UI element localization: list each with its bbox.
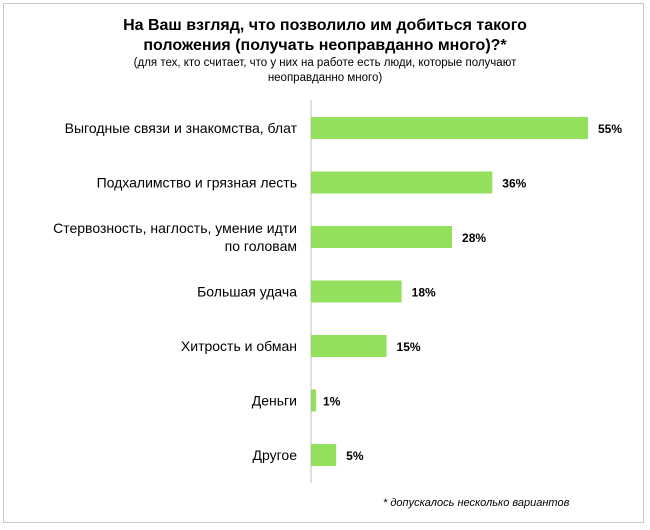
category-label: Большая удача	[197, 284, 297, 300]
category-label: Выгодные связи и знакомства, блат	[65, 120, 298, 136]
bar	[311, 335, 387, 357]
bar	[311, 389, 317, 412]
bar	[311, 117, 588, 139]
bar	[311, 444, 337, 466]
category-label: Подхалимство и грязная лесть	[97, 175, 297, 191]
category-label: Другое	[253, 447, 298, 463]
data-label: 5%	[346, 449, 364, 463]
data-label: 1%	[323, 395, 341, 409]
data-label: 55%	[598, 122, 622, 136]
category-label: по головам	[225, 238, 297, 254]
chart-frame	[3, 3, 644, 523]
data-label: 18%	[412, 286, 436, 300]
bar	[311, 226, 453, 248]
data-label: 36%	[502, 177, 526, 191]
data-label: 28%	[462, 231, 486, 245]
category-label: Деньги	[252, 393, 297, 409]
category-label: Хитрость и обман	[181, 338, 297, 354]
data-label: 15%	[397, 340, 421, 354]
footnote: * допускалось несколько вариантов	[383, 497, 570, 509]
bar	[311, 171, 493, 194]
chart-title: На Ваш взгляд, что позволило им добиться…	[123, 17, 527, 54]
category-label: Стервозность, наглость, умение идти	[53, 220, 297, 236]
chart-subtitle: (для тех, кто считает, что у них на рабо…	[133, 57, 517, 84]
bar	[311, 280, 402, 303]
